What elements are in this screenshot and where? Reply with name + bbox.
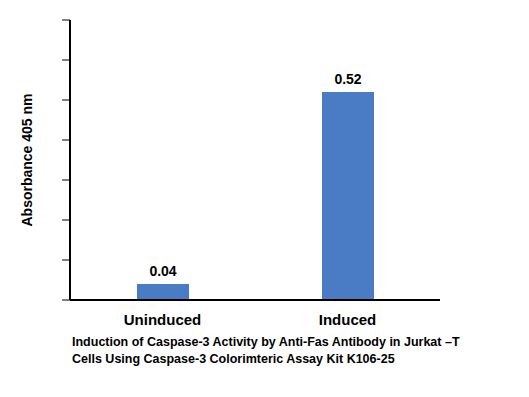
svg-text:Uninduced: Uninduced bbox=[124, 311, 202, 328]
svg-text:Induced: Induced bbox=[319, 311, 377, 328]
svg-text:Absorbance 405 nm: Absorbance 405 nm bbox=[19, 93, 35, 226]
html-text:Induction of Caspase-3 Activit: Induction of Caspase-3 Activity by Anti-… bbox=[72, 335, 460, 366]
svg-text:0.04: 0.04 bbox=[149, 263, 176, 279]
svg-text:0.52: 0.52 bbox=[334, 71, 361, 87]
